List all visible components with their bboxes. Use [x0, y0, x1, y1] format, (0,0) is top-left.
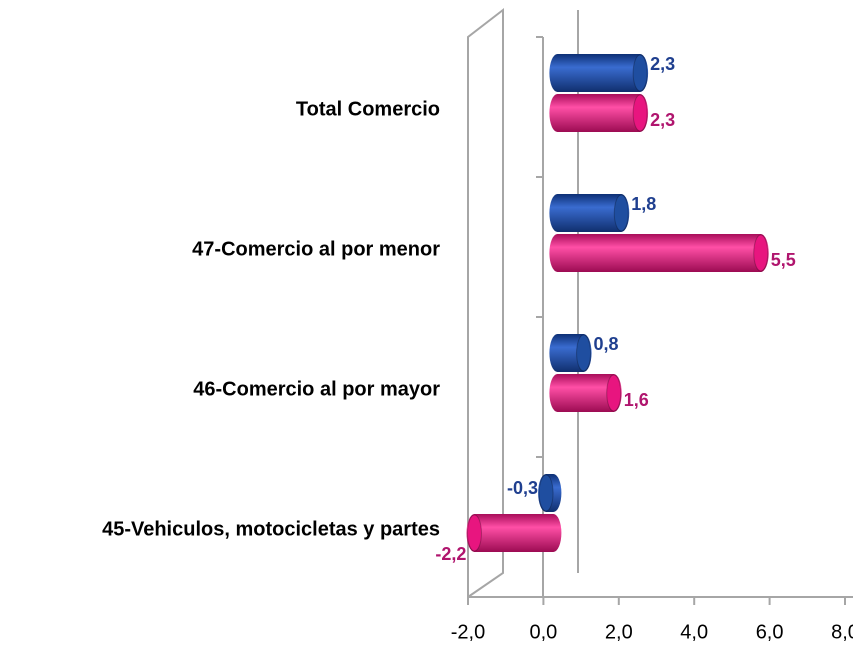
category-label: 47-Comercio al por menor	[192, 238, 440, 260]
category-label: 45-Vehiculos, motocicletas y partes	[102, 518, 440, 540]
bar-cap	[753, 234, 769, 272]
value-label: 2,3	[650, 110, 675, 130]
side-wall	[467, 7, 504, 598]
value-label: 2,3	[650, 54, 675, 74]
bar	[549, 374, 622, 412]
x-tick-label: 2,0	[605, 621, 633, 643]
bar-cap	[613, 194, 629, 232]
value-label: 5,5	[771, 250, 796, 270]
bar	[466, 514, 562, 552]
value-label: 1,8	[631, 194, 656, 214]
value-label: -2,2	[435, 544, 466, 564]
bar	[549, 234, 769, 272]
bar-cap	[576, 334, 592, 372]
value-label: 0,8	[594, 334, 619, 354]
value-label: -0,3	[507, 478, 538, 498]
bar-cap	[606, 374, 622, 412]
bar-cap	[632, 94, 648, 132]
value-label: 1,6	[624, 390, 649, 410]
bar-cap	[538, 474, 554, 512]
x-tick-label: 6,0	[756, 621, 784, 643]
x-tick-label: -2,0	[451, 621, 485, 643]
x-tick-label: 4,0	[680, 621, 708, 643]
x-tick-label: 8,0	[831, 621, 853, 643]
bar	[549, 194, 630, 232]
category-label: 46-Comercio al por mayor	[193, 378, 440, 400]
bar-cap	[466, 514, 482, 552]
category-label: Total Comercio	[296, 98, 440, 120]
bar-cap	[632, 54, 648, 92]
bar	[549, 54, 649, 92]
bar	[549, 94, 649, 132]
frame	[467, 7, 853, 598]
x-tick-label: 0,0	[529, 621, 557, 643]
